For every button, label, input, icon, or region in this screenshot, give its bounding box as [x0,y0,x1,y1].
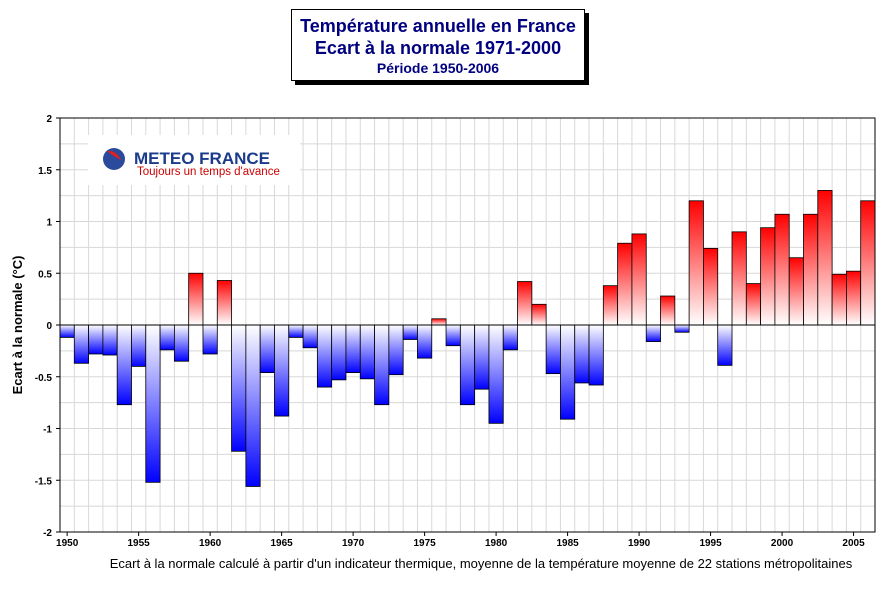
bar-1987 [588,324,604,386]
x-tick-label: 1980 [485,538,508,549]
x-tick-label: 1985 [556,538,579,549]
x-tick-label: 2000 [771,538,794,549]
chart-subtitle: Ecart à la normale 1971-2000 [314,38,562,58]
x-tick-label: 1995 [699,538,722,549]
logo-tagline: Toujours un temps d'avance [137,166,280,178]
bar-2005 [846,270,862,326]
x-tick-label: 2005 [842,538,865,549]
bar-1956 [145,324,161,483]
bar-1990 [631,233,647,326]
bar-2004 [831,273,847,326]
chart-title-box: Température annuelle en France Ecart à l… [291,9,585,81]
bar-1998 [745,283,762,326]
bar-1984 [545,324,561,375]
bar-2000 [774,213,790,326]
bar-1953 [102,324,118,356]
bar-1969 [331,324,347,381]
bar-1997 [731,231,747,326]
bar-1961 [216,280,232,326]
chart-caption: Ecart à la normale calculé à partir d'un… [0,556,892,571]
bar-1978 [459,324,476,406]
bar-1959 [188,272,204,326]
x-tick-label: 1965 [270,538,293,549]
axes: 2 1.5 1 0.5 0 -0.5 -1 -1.5 -2 1950 1955 1960 1965 197… [35,114,876,549]
bar-1986 [574,324,590,384]
bar-2001 [788,257,804,326]
bar-2002 [803,213,819,326]
x-axis-caption: Ecart à la normale calculé à partir d'un… [109,556,853,571]
bar-1952 [88,324,104,355]
bar-1964 [259,324,275,374]
bar-1970 [345,324,361,374]
bar-1954 [116,324,132,406]
bar-1963 [245,324,261,487]
y-axis-label: Ecart à la normale (°C) [10,256,25,395]
meteo-france-logo: METEO FRANCE Toujours un temps d'avance [88,135,300,185]
y-tick-label: -2 [43,528,52,539]
bar-1960 [202,324,218,355]
bar-1981 [502,324,518,351]
bar-1950 [59,324,75,338]
y-tick-label: 2 [46,114,52,125]
x-tick-label: 1960 [199,538,222,549]
bar-1965 [274,324,290,417]
bar-1982 [517,281,533,326]
y-tick-label: 0.5 [38,269,52,280]
bar-1976 [431,318,447,326]
bar-1993 [674,324,690,333]
bar-1968 [316,324,333,388]
bar-1957 [159,324,175,351]
y-tick-label: 1 [46,218,52,229]
bar-1955 [131,324,147,367]
bar-series [59,190,876,487]
meteo-globe-icon [103,148,125,170]
bar-1951 [73,324,89,364]
bar-1980 [488,324,504,424]
bar-1974 [402,324,418,340]
bar-1972 [374,324,390,406]
bar-1971 [359,324,375,380]
y-tick-label: -1.5 [35,476,53,487]
chart-title: Température annuelle en France [300,16,576,36]
bar-1994 [688,200,704,326]
x-tick-label: 1990 [628,538,651,549]
bar-1989 [617,242,633,326]
bar-1985 [560,324,576,420]
bar-1988 [602,285,619,326]
x-tick-label: 1970 [342,538,365,549]
bar-1983 [531,303,547,326]
bar-1999 [760,227,776,326]
bar-1995 [703,248,719,326]
bar-1992 [660,295,676,326]
bar-1979 [474,324,490,390]
bar-1977 [445,324,461,347]
logo-name: METEO FRANCE [134,149,270,168]
y-tick-label: 0 [46,321,52,332]
bar-1991 [645,324,661,342]
bar-1973 [388,324,404,376]
y-tick-label: -0.5 [35,373,53,384]
bar-1967 [302,324,318,349]
bar-1996 [717,324,733,366]
bar-2003 [817,190,833,326]
bar-1975 [417,324,433,359]
bar-1966 [288,324,304,338]
y-tick-label: -1 [43,425,52,436]
x-tick-label: 1955 [128,538,151,549]
bar-2006 [860,200,876,326]
bar-1958 [173,324,190,362]
meteo-swoosh-icon [107,150,121,160]
x-tick-label: 1950 [56,538,79,549]
chart-period: Période 1950-2006 [376,60,500,76]
bar-1962 [231,324,247,452]
y-tick-label: 1.5 [38,166,52,177]
x-tick-label: 1975 [413,538,436,549]
